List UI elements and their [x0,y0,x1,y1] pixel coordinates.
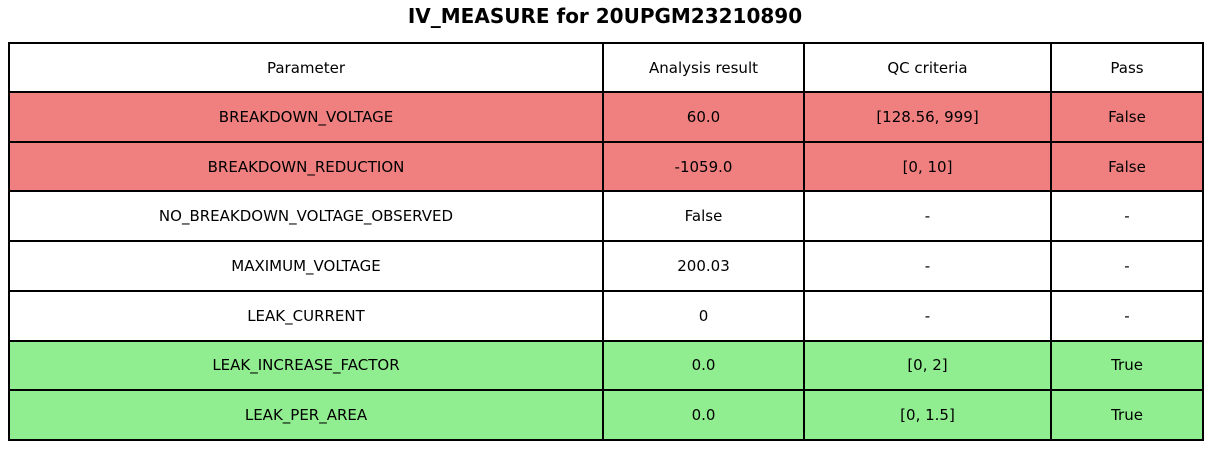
cell-result: 0.0 [602,339,805,392]
cell-pass: True [1050,339,1204,392]
cell-pass: - [1050,240,1204,292]
column-header-analysis-result: Analysis result [602,42,805,93]
cell-result: -1059.0 [602,140,805,193]
column-header-qc-criteria: QC criteria [803,42,1052,93]
chart-title: IV_MEASURE for 20UPGM23210890 [407,4,803,28]
cell-parameter: BREAKDOWN_REDUCTION [8,140,604,193]
cell-parameter: LEAK_CURRENT [8,289,604,342]
cell-criteria: - [803,289,1052,342]
qc-results-table: Parameter Analysis result QC criteria Pa… [8,42,1204,441]
cell-result: False [602,190,805,243]
cell-result: 200.03 [602,240,805,292]
header-row: Parameter Analysis result QC criteria Pa… [8,42,1204,93]
cell-pass: False [1050,91,1204,143]
table-body: BREAKDOWN_VOLTAGE 60.0 [128.56, 999] False B… [8,91,1204,441]
table-row: LEAK_PER_AREA 0.0 [0, 1.5] True [8,389,1204,441]
cell-pass: True [1050,389,1204,441]
cell-criteria: [128.56, 999] [803,91,1052,143]
table-row: BREAKDOWN_REDUCTION -1059.0 [0, 10] False [8,140,1204,193]
cell-criteria: - [803,190,1052,243]
cell-criteria: [0, 2] [803,339,1052,392]
column-header-pass: Pass [1050,42,1204,93]
table-row: NO_BREAKDOWN_VOLTAGE_OBSERVED False - - [8,190,1204,243]
cell-pass: - [1050,190,1204,243]
cell-parameter: LEAK_INCREASE_FACTOR [8,339,604,392]
table-row: LEAK_INCREASE_FACTOR 0.0 [0, 2] True [8,339,1204,392]
cell-result: 60.0 [602,91,805,143]
table-row: LEAK_CURRENT 0- - [8,289,1204,342]
cell-parameter: BREAKDOWN_VOLTAGE [8,91,604,143]
cell-result: 0.0 [602,389,805,441]
table-row: BREAKDOWN_VOLTAGE 60.0 [128.56, 999] False [8,91,1204,143]
cell-parameter: MAXIMUM_VOLTAGE [8,240,604,292]
cell-criteria: [0, 10] [803,140,1052,193]
column-header-parameter: Parameter [8,42,604,93]
cell-parameter: LEAK_PER_AREA [8,389,604,441]
cell-criteria: [0, 1.5] [803,389,1052,441]
cell-result: 0 [602,289,805,342]
table-header: Parameter Analysis result QC criteria Pa… [8,42,1204,93]
cell-parameter: NO_BREAKDOWN_VOLTAGE_OBSERVED [8,190,604,243]
cell-criteria: - [803,240,1052,292]
cell-pass: - [1050,289,1204,342]
cell-pass: False [1050,140,1204,193]
table-row: MAXIMUM_VOLTAGE 200.03- - [8,240,1204,292]
